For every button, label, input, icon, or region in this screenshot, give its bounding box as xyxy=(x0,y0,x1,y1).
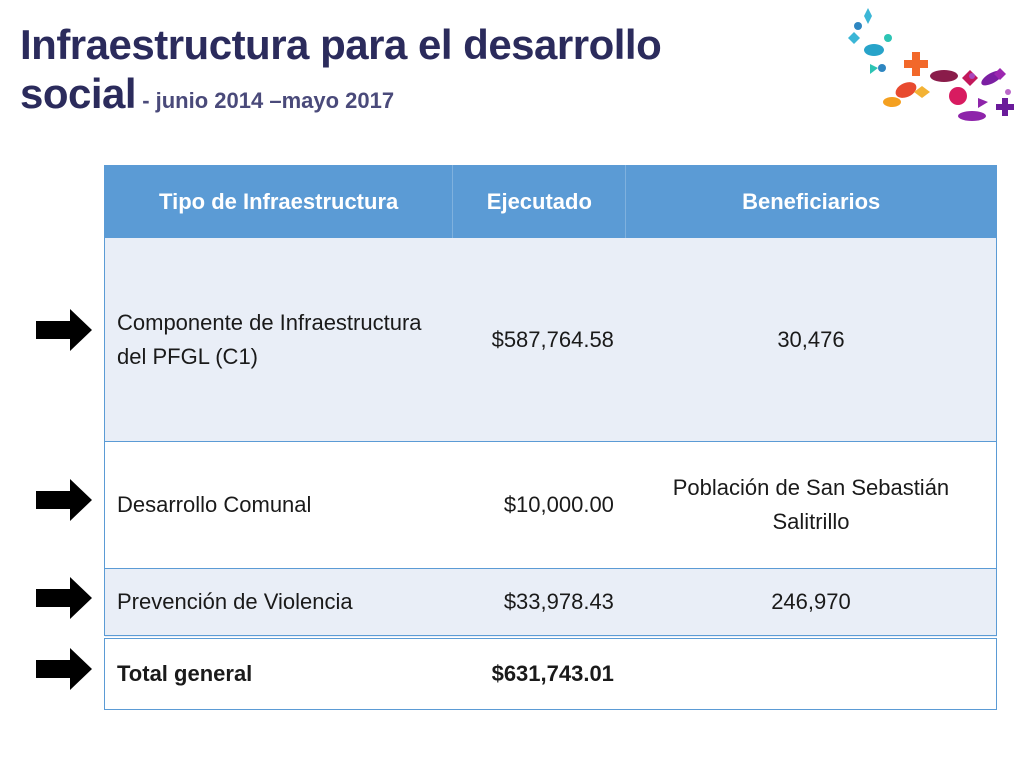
table-row: Prevención de Violencia $33,978.43 246,9… xyxy=(104,568,997,639)
cell-total-beneficiarios xyxy=(625,637,997,710)
cell-tipo: Desarrollo Comunal xyxy=(104,441,453,569)
cell-beneficiarios: 246,970 xyxy=(625,568,997,639)
table-row: Desarrollo Comunal $10,000.00 Población … xyxy=(104,441,997,569)
header-beneficiarios: Beneficiarios xyxy=(625,165,997,238)
right-arrow-icon xyxy=(36,479,92,521)
right-arrow-icon xyxy=(36,309,92,351)
table-total-row: Total general $631,743.01 xyxy=(104,637,997,710)
subtitle: - junio 2014 –mayo 2017 xyxy=(136,88,395,113)
title-line-2-text: social xyxy=(20,70,137,117)
cell-total-label: Total general xyxy=(104,637,453,710)
cell-ejecutado: $33,978.43 xyxy=(452,568,626,639)
cell-beneficiarios: Población de San Sebastián Salitrillo xyxy=(625,441,997,569)
confetti-decoration-icon xyxy=(848,8,1014,121)
title-line-2: social - junio 2014 –mayo 2017 xyxy=(20,70,820,125)
cell-tipo: Prevención de Violencia xyxy=(104,568,453,639)
table-header-row: Tipo de Infraestructura Ejecutado Benefi… xyxy=(104,165,997,238)
cell-ejecutado: $10,000.00 xyxy=(452,441,626,569)
infrastructure-table: Tipo de Infraestructura Ejecutado Benefi… xyxy=(104,165,997,710)
cell-tipo: Componente de Infraestructura del PFGL (… xyxy=(104,238,453,442)
slide-title: Infraestructura para el desarrollo socia… xyxy=(20,20,820,125)
cell-total-ejecutado: $631,743.01 xyxy=(452,637,626,710)
title-line-1: Infraestructura para el desarrollo xyxy=(20,21,662,68)
right-arrow-icon xyxy=(36,577,92,619)
cell-ejecutado: $587,764.58 xyxy=(452,238,626,442)
right-arrow-icon xyxy=(36,648,92,690)
header-ejecutado: Ejecutado xyxy=(452,165,627,238)
cell-beneficiarios: 30,476 xyxy=(625,238,997,442)
header-tipo: Tipo de Infraestructura xyxy=(104,165,454,238)
table-row: Componente de Infraestructura del PFGL (… xyxy=(104,238,997,442)
